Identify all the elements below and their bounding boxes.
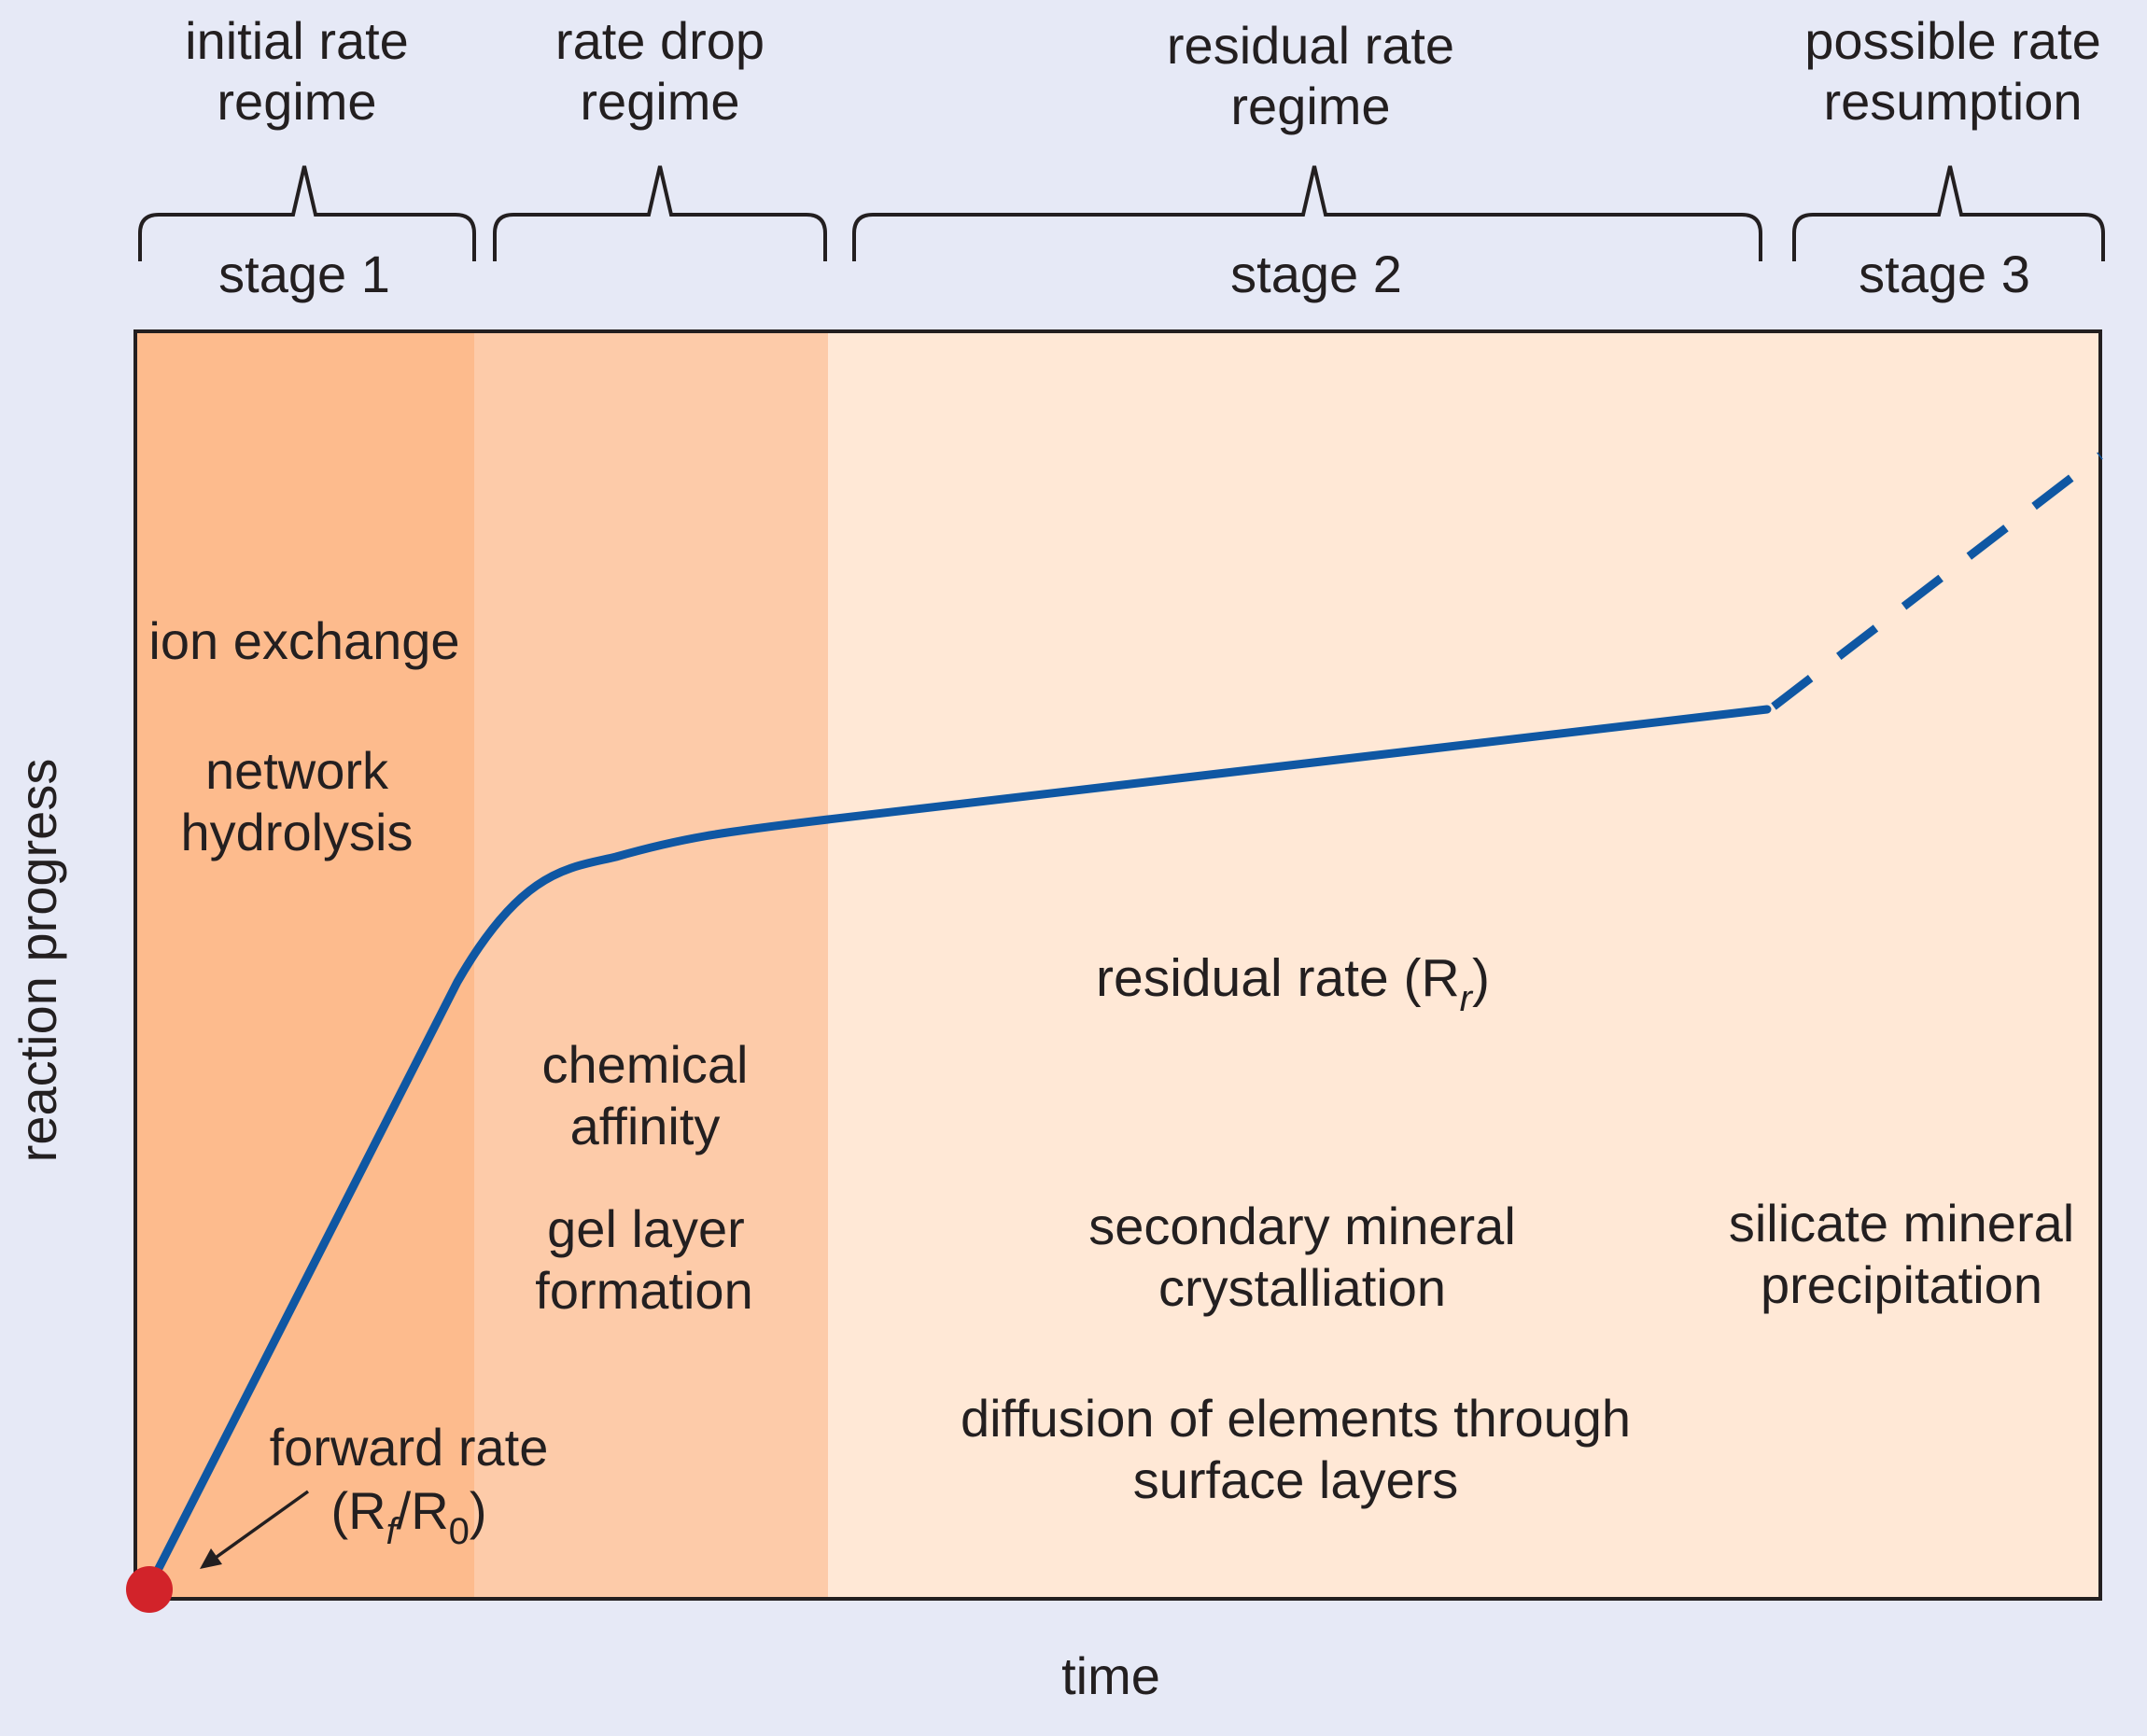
residual-rate-label: residual rate (Rr) <box>1096 948 1490 1019</box>
regime2-line1: rate drop <box>555 11 765 70</box>
stage2-label: stage 2 <box>1230 245 1402 303</box>
secondary-mineral-line1: secondary mineral <box>1088 1197 1516 1255</box>
forward-rate-line1: forward rate <box>270 1418 549 1477</box>
chemical-affinity-line1: chemical <box>542 1035 749 1094</box>
regime1-line1: initial rate <box>185 11 409 70</box>
reaction-curve-dashed <box>1771 452 2103 710</box>
residual-rate-prefix: residual rate (R <box>1096 948 1460 1008</box>
forward-rate-slash: /R <box>397 1481 449 1540</box>
forward-rate-open: (R <box>330 1481 386 1540</box>
residual-rate-suffix: ) <box>1472 948 1490 1008</box>
network-hydrolysis-line2: hydrolysis <box>181 803 414 861</box>
brace-rate-drop <box>493 165 827 261</box>
regime3-line1: residual rate <box>1167 16 1454 75</box>
diffusion-line1: diffusion of elements through <box>961 1389 1631 1448</box>
residual-band <box>828 331 2100 1599</box>
stage1-label: stage 1 <box>218 245 390 303</box>
regime3-line2: regime <box>1230 77 1390 135</box>
chemical-affinity-line2: affinity <box>570 1097 721 1155</box>
network-hydrolysis-line1: network <box>205 741 389 800</box>
forward-rate-arrowhead <box>200 1548 222 1569</box>
plot-frame <box>133 329 2102 1601</box>
reaction-curve-solid <box>145 705 1772 1591</box>
residual-rate-subscript: r <box>1460 978 1474 1019</box>
brace-stage2 <box>852 165 1762 261</box>
silicate-mineral-line1: silicate mineral <box>1729 1194 2074 1253</box>
gel-layer-line1: gel layer <box>547 1199 745 1258</box>
gel-layer-line2: formation <box>535 1261 752 1320</box>
y-axis-label: reaction progress <box>8 759 67 1163</box>
regime1-line2: regime <box>217 72 376 131</box>
origin-dot <box>126 1566 173 1613</box>
brace-stage3 <box>1792 165 2105 261</box>
regime4-line2: resumption <box>1823 72 2082 131</box>
regime2-line2: regime <box>580 72 739 131</box>
x-axis-label: time <box>1061 1646 1160 1705</box>
rate-drop-band <box>474 331 828 1599</box>
regime4-line1: possible rate <box>1804 11 2101 70</box>
forward-rate-arrow <box>211 1490 310 1561</box>
secondary-mineral-line2: crystalliation <box>1158 1258 1446 1317</box>
silicate-mineral-line2: precipitation <box>1761 1255 2042 1314</box>
diffusion-line2: surface layers <box>1133 1450 1459 1509</box>
forward-rate-close: ) <box>470 1481 487 1540</box>
stage3-label: stage 3 <box>1859 245 2030 303</box>
stage1-band <box>135 331 474 1599</box>
brace-stage1 <box>138 165 476 261</box>
ion-exchange-label: ion exchange <box>148 611 459 670</box>
forward-rate-sub-0: 0 <box>449 1511 470 1552</box>
